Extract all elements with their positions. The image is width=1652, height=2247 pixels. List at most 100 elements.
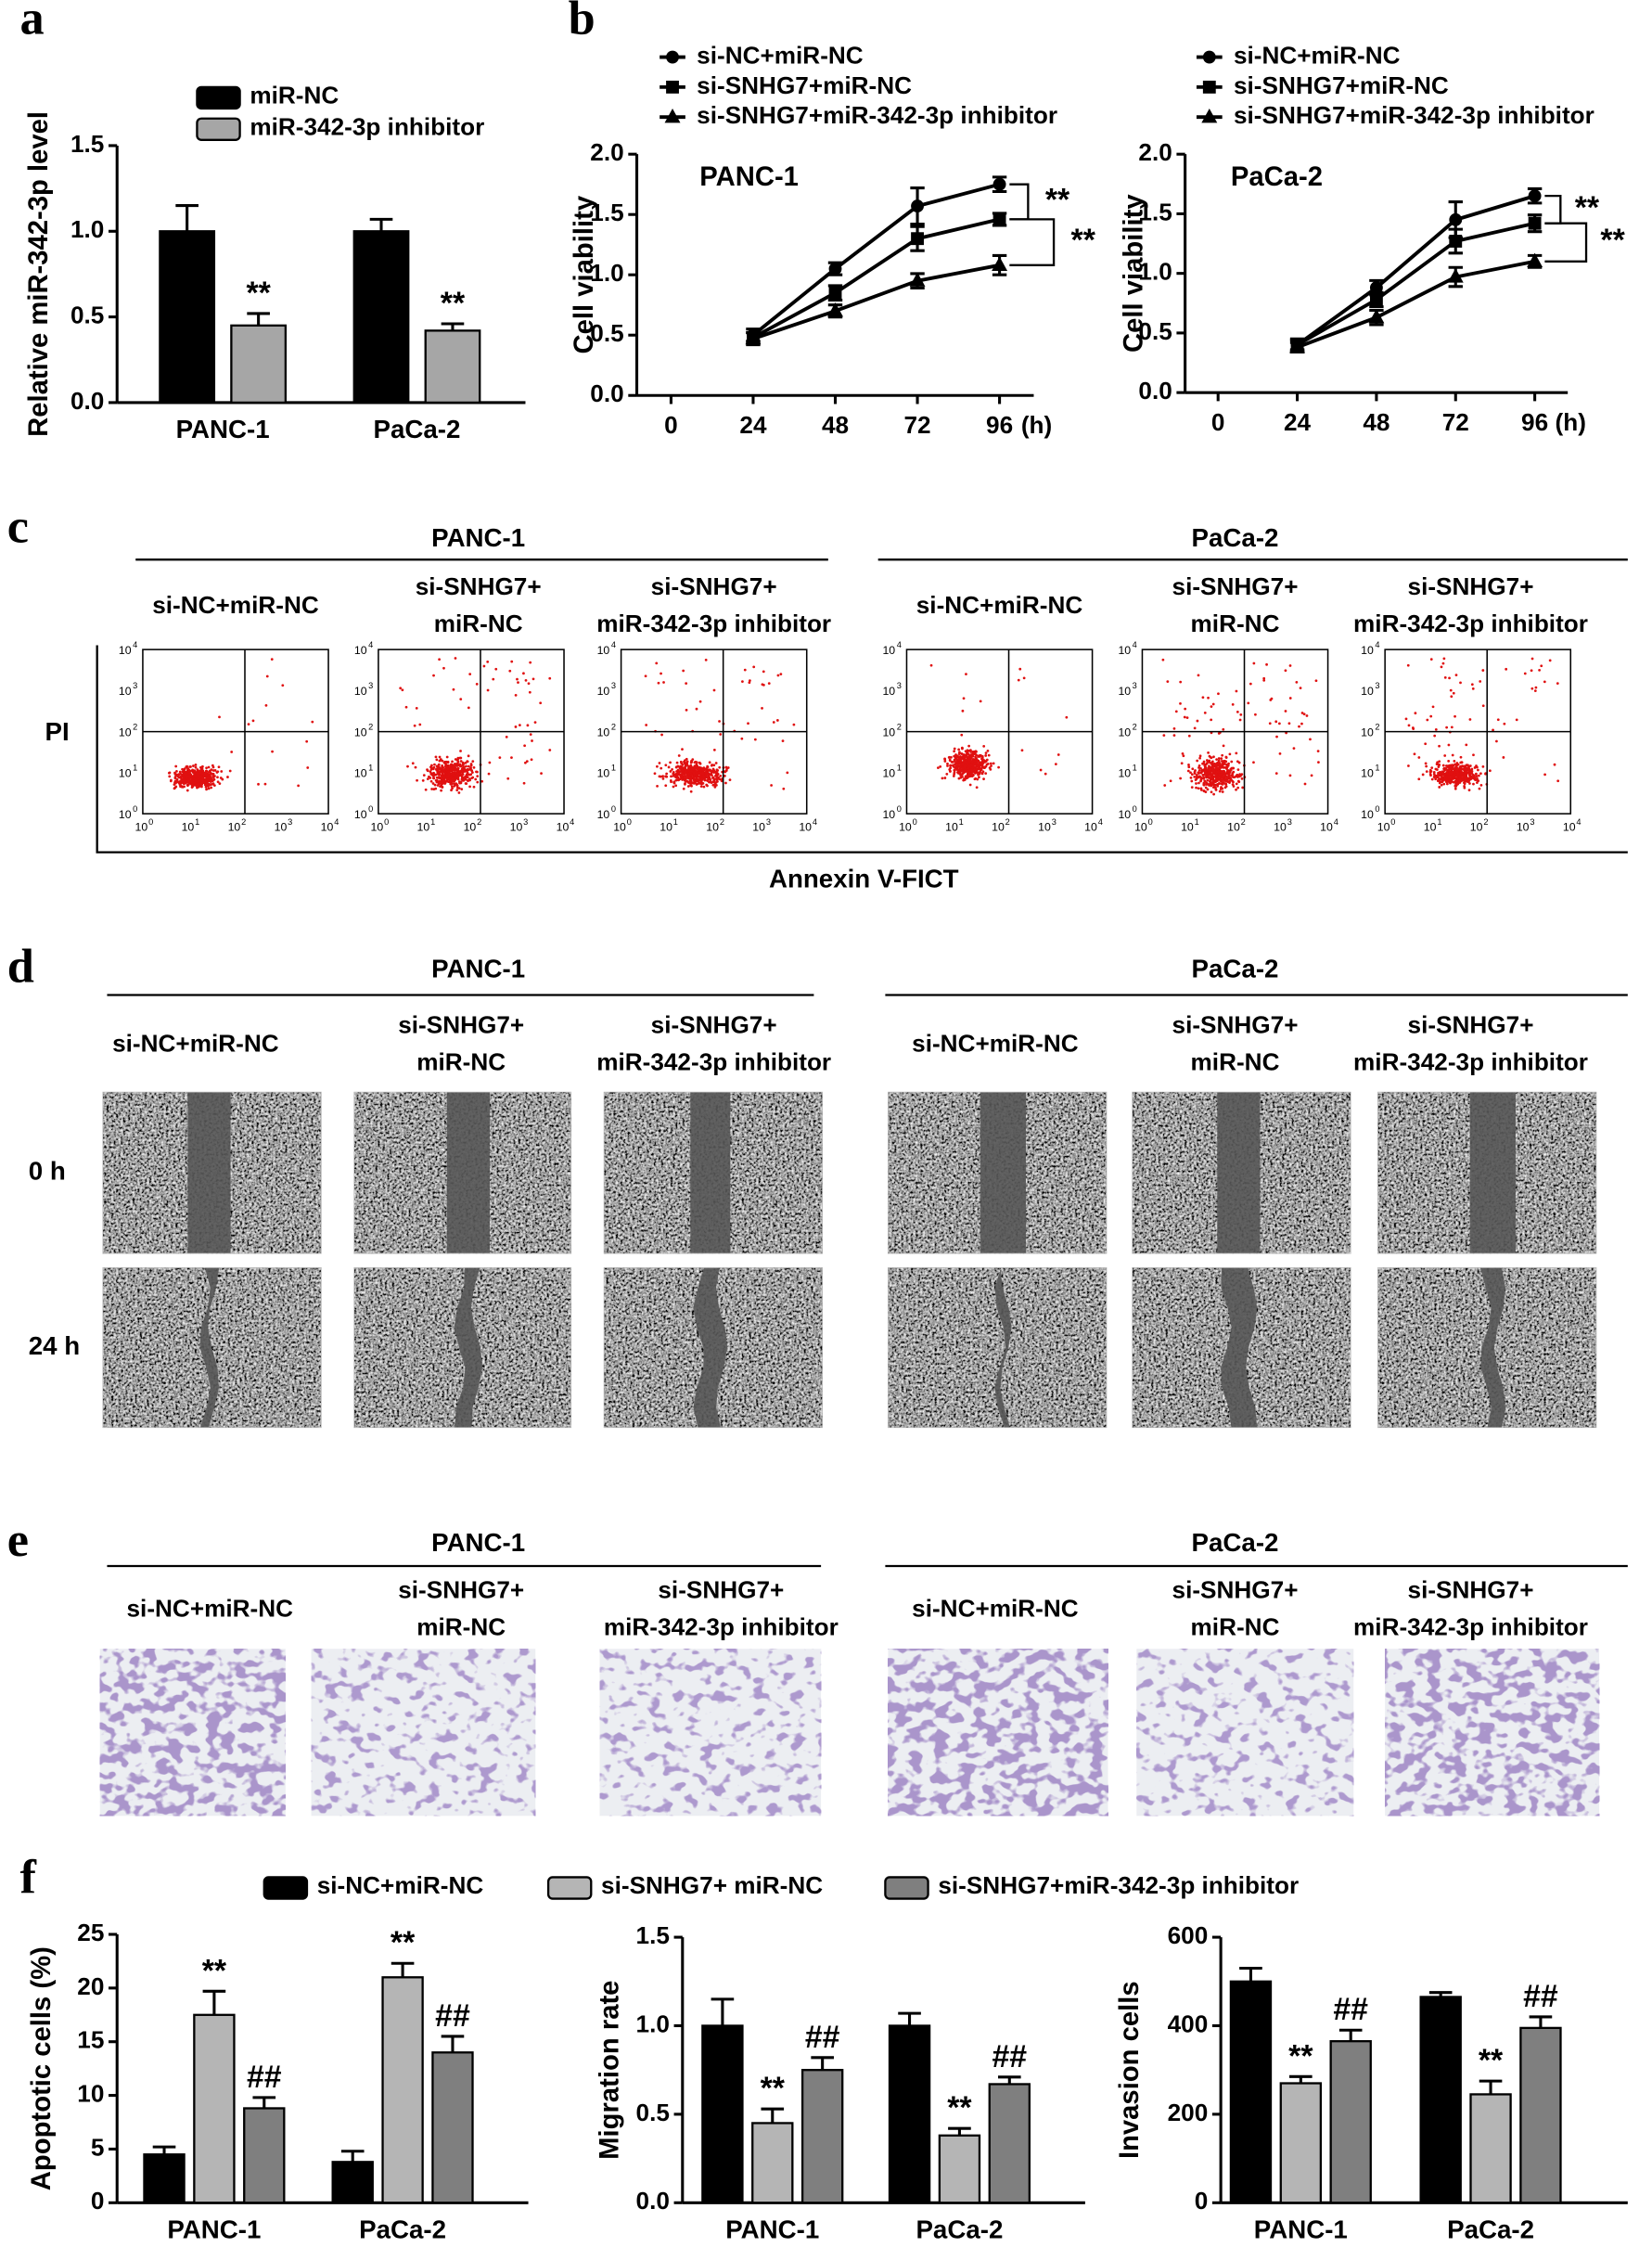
flow-event <box>1214 788 1218 791</box>
flow-event <box>679 760 683 764</box>
flow-event <box>1204 786 1208 790</box>
flow-event <box>1278 751 1282 755</box>
flow-event <box>1277 722 1281 725</box>
flow-event <box>1217 759 1221 763</box>
flow-event <box>1274 772 1278 775</box>
flow-event <box>688 781 692 785</box>
x-tick-label: 0 <box>1211 408 1225 436</box>
flow-event <box>1468 770 1472 774</box>
flow-event <box>442 769 446 772</box>
flow-event <box>1215 758 1218 762</box>
flow-event <box>1232 785 1236 788</box>
flow-event <box>1211 767 1215 771</box>
condition-label: miR-342-3p inhibitor <box>1353 1613 1588 1641</box>
flow-event <box>456 769 459 773</box>
flow-event <box>1463 785 1466 788</box>
flow-event <box>1181 752 1185 755</box>
flow-event <box>1464 770 1466 774</box>
flow-event <box>1191 767 1195 771</box>
flow-event <box>1523 672 1527 675</box>
flow-event <box>1316 750 1320 753</box>
flow-event <box>1456 772 1460 775</box>
flow-event <box>1223 759 1226 763</box>
point <box>992 256 1008 271</box>
legend-marker <box>666 80 679 94</box>
flow-event <box>712 688 716 692</box>
significance: ** <box>1600 223 1625 258</box>
flow-event <box>698 778 701 782</box>
flow-event <box>1172 726 1176 730</box>
flow-event <box>443 782 447 785</box>
flow-event <box>516 677 519 681</box>
significance: ## <box>805 2020 840 2055</box>
flow-event <box>447 770 451 773</box>
flow-event <box>1241 786 1245 790</box>
flow-tick-base: 10 <box>119 767 132 780</box>
flow-event <box>1505 667 1508 671</box>
flow-event <box>1236 776 1239 778</box>
flow-event <box>946 762 949 765</box>
flow-event <box>1215 766 1219 770</box>
flow-event <box>670 780 672 784</box>
flow-event <box>989 762 992 765</box>
scratch-gap <box>1479 1267 1506 1428</box>
bar <box>424 329 481 404</box>
flow-event <box>699 785 703 789</box>
series-line <box>751 182 1001 337</box>
micrograph-border <box>102 1091 322 1254</box>
y-axis-label: Cell viability <box>1119 194 1148 353</box>
flow-event <box>458 756 462 760</box>
flow-event <box>467 754 470 758</box>
flow-event <box>1208 773 1211 777</box>
y-tick-label: 0.5 <box>636 2099 670 2126</box>
flow-event <box>1252 661 1256 665</box>
flow-event <box>1228 752 1232 756</box>
flow-event <box>951 764 954 767</box>
significance: ** <box>1045 182 1070 217</box>
flow-event <box>524 678 528 682</box>
bar <box>1229 1980 1273 2204</box>
flow-event <box>186 767 190 771</box>
flow-event <box>653 772 657 776</box>
flow-event <box>955 767 959 771</box>
flow-event <box>1022 676 1026 680</box>
bar <box>701 2024 744 2204</box>
flow-event <box>1205 772 1208 775</box>
flow-event <box>1407 764 1410 767</box>
flow-event <box>965 758 968 762</box>
flow-event <box>1468 782 1471 785</box>
flow-event <box>967 756 970 759</box>
flow-event <box>980 768 983 772</box>
flow-event <box>459 750 462 752</box>
condition-label: miR-342-3p inhibitor <box>596 610 831 637</box>
flow-event <box>413 724 416 727</box>
flow-event <box>1310 774 1313 777</box>
flow-event <box>184 772 186 776</box>
flow-event <box>987 753 991 757</box>
flow-event <box>1477 768 1479 772</box>
y-tick-label: 1.5 <box>1138 198 1172 225</box>
flow-event <box>1496 718 1500 722</box>
flow-event <box>188 765 192 768</box>
flow-event <box>1444 776 1448 779</box>
flow-event <box>984 764 988 768</box>
flow-event <box>548 676 552 680</box>
flow-event <box>1204 766 1208 770</box>
flow-event <box>660 672 662 675</box>
y-axis-label: Cell viability <box>570 195 599 353</box>
flow-event <box>1207 767 1210 771</box>
flow-event <box>1414 712 1417 715</box>
flow-event <box>709 773 712 777</box>
flow-event <box>438 658 441 661</box>
flow-tick-exponent: 2 <box>1483 817 1488 827</box>
flow-tick-exponent: 0 <box>1375 804 1379 814</box>
flow-event <box>1503 722 1506 725</box>
row-label: 0 h <box>29 1156 66 1185</box>
flow-event <box>204 771 208 775</box>
flow-event <box>957 748 961 751</box>
flow-event <box>1216 776 1220 778</box>
condition-label: si-SNHG7+ <box>1408 572 1534 600</box>
flow-event <box>1065 715 1069 719</box>
flow-event <box>441 765 444 769</box>
flow-event <box>454 657 457 660</box>
